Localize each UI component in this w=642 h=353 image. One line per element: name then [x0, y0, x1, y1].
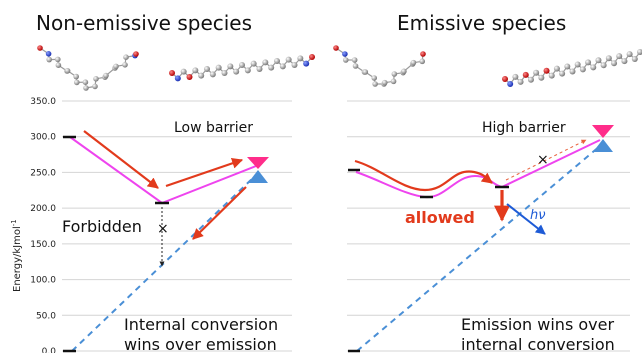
y-tick-label: 50.0	[36, 311, 56, 321]
y-tick-label: 300.0	[30, 133, 56, 143]
right-cross-mark: ×	[537, 152, 549, 168]
y-tick-label: 150.0	[30, 240, 56, 250]
left-arrow-ascend	[165, 158, 244, 188]
left-forbidden-label: Forbidden	[62, 217, 142, 236]
right-hv-label: hν	[530, 208, 546, 223]
left-cross-mark: ×	[157, 221, 169, 237]
left-potential-curve	[69, 136, 257, 205]
right-potential-curve	[355, 139, 601, 199]
right-cone-bottom	[593, 139, 613, 152]
molecule-right-v-shaped	[333, 45, 426, 87]
right-cone-top	[592, 125, 614, 138]
right-allowed-label: allowed	[405, 208, 475, 227]
y-tick-label: 200.0	[30, 204, 56, 214]
right-arrow-relaxation	[354, 159, 493, 192]
heading-left: Non-emissive species	[36, 11, 252, 35]
molecule-left-v-shaped	[37, 45, 139, 91]
heading-right: Emissive species	[397, 11, 566, 35]
y-tick-label: 350.0	[30, 97, 56, 107]
left-arrow-descend	[83, 130, 159, 189]
left-conclusion-line1: Internal conversion	[124, 315, 278, 334]
molecule-left-linear	[169, 54, 315, 82]
y-axis-ticks: 350.0 300.0 250.0 200.0 150.0 100.0 50.0 0.0	[30, 97, 56, 353]
left-cone-bottom	[248, 170, 268, 183]
right-conclusion-line1: Emission wins over	[461, 315, 614, 334]
molecule-structures	[37, 45, 642, 91]
y-tick-label: 250.0	[30, 168, 56, 178]
right-panel: × hν High barrier allowed Emission wins …	[348, 120, 615, 353]
left-barrier-label: Low barrier	[174, 120, 253, 136]
left-cone-top	[247, 157, 269, 169]
right-blocked-path-arrow	[505, 139, 587, 181]
gridlines	[62, 100, 630, 352]
y-axis-label: Energy/kJmol-1	[10, 219, 23, 292]
y-tick-label: 100.0	[30, 276, 56, 286]
left-arrow-internal-conversion	[192, 186, 247, 240]
right-barrier-label: High barrier	[482, 120, 566, 136]
right-dashed-ground-line	[356, 145, 601, 352]
right-arrow-photon	[506, 203, 546, 235]
right-conclusion-line2: internal conversion	[461, 335, 615, 353]
left-panel: × Low barrier Forbidden Internal convers…	[62, 120, 278, 353]
molecule-right-twisted	[502, 49, 642, 87]
left-conclusion-line2: wins over emission	[124, 335, 277, 353]
y-tick-label: 0.0	[42, 347, 57, 353]
